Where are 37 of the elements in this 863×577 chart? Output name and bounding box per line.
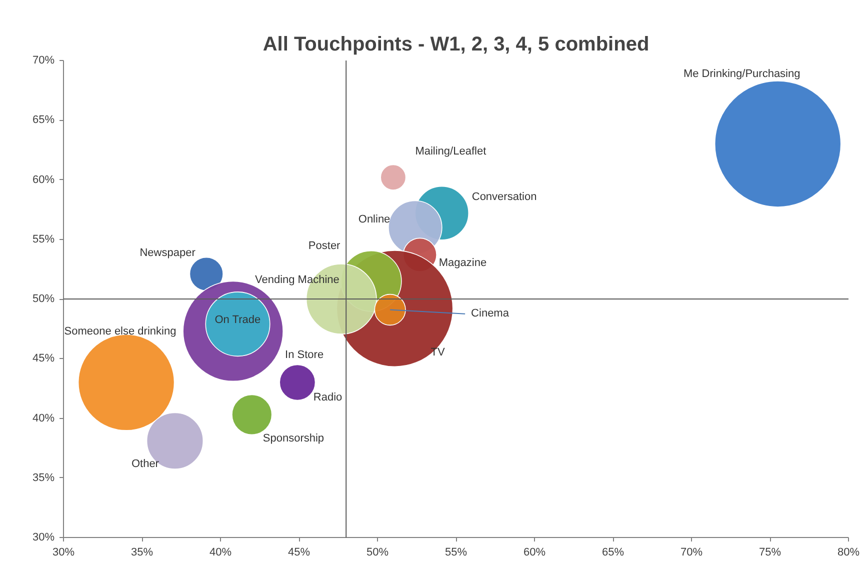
series-label: Radio: [313, 391, 342, 404]
series-label: Someone else drinking: [64, 325, 176, 338]
series-label: On Trade: [214, 314, 261, 326]
series-label: Conversation: [472, 191, 537, 204]
x-tick-label: 35%: [130, 546, 154, 558]
x-tick-label: 75%: [758, 546, 782, 558]
series-label: Mailing/Leaflet: [415, 145, 486, 158]
y-tick-label: 40%: [32, 412, 55, 424]
x-tick-label: 60%: [523, 546, 546, 558]
series-label: Me Drinking/Purchasing: [683, 68, 800, 80]
y-tick-label: 60%: [32, 174, 55, 186]
y-tick-label: 30%: [32, 532, 55, 544]
y-tick-label: 45%: [32, 352, 55, 365]
series-label: Sponsorship: [262, 432, 324, 445]
series-label: Vending Machine: [254, 274, 340, 286]
x-tick-label: 80%: [837, 546, 860, 558]
series-label: Other: [131, 458, 160, 470]
y-tick-label: 50%: [32, 293, 55, 305]
series-label: Poster: [308, 240, 341, 252]
y-tick-label: 70%: [32, 54, 55, 66]
series-label: Newspaper: [140, 246, 196, 259]
x-tick-label: 55%: [444, 546, 468, 558]
y-tick-label: 65%: [32, 114, 55, 126]
x-tick-label: 70%: [680, 546, 703, 558]
y-tick-label: 55%: [32, 233, 55, 246]
series-label: TV: [430, 346, 446, 359]
y-tick-label: 35%: [32, 472, 55, 484]
x-tick-label: 40%: [209, 546, 232, 558]
x-tick-label: 45%: [288, 546, 310, 558]
chart-title: All Touchpoints - W1, 2, 3, 4, 5 combined: [262, 34, 650, 56]
series-label: Online: [358, 213, 390, 226]
x-tick-label: 30%: [52, 546, 75, 558]
series-label: In Store: [285, 349, 324, 362]
x-tick-label: 50%: [366, 546, 389, 558]
x-tick-label: 65%: [602, 546, 624, 558]
series-label: Magazine: [438, 256, 487, 269]
text: Cinema: [471, 308, 510, 320]
